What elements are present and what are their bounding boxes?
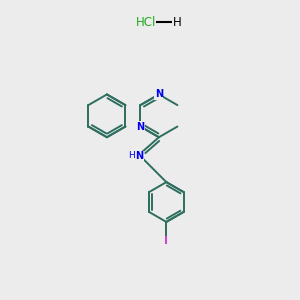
Text: N: N xyxy=(136,122,144,131)
Text: H: H xyxy=(173,16,182,29)
Text: N: N xyxy=(155,89,163,99)
Text: H: H xyxy=(128,152,135,160)
Text: HCl: HCl xyxy=(136,16,156,29)
Text: I: I xyxy=(164,236,168,246)
Text: N: N xyxy=(136,151,144,161)
